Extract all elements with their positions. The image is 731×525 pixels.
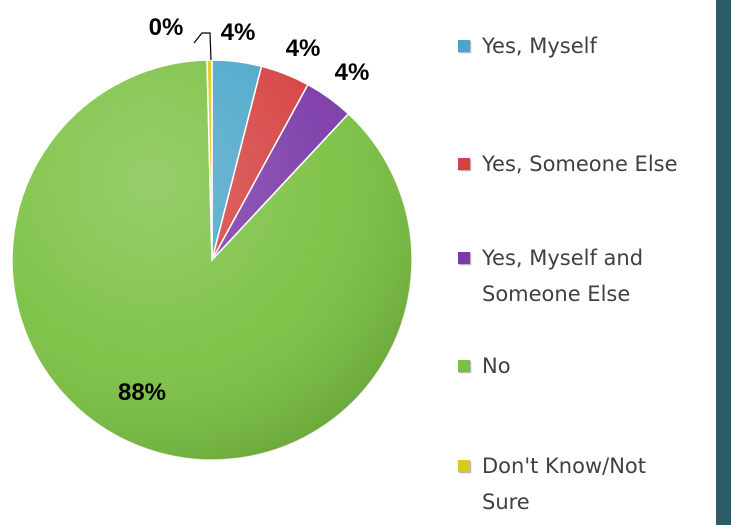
legend-label: Yes, Myself and Someone Else xyxy=(482,246,644,306)
legend-item-yes-myself: Yes, Myself xyxy=(458,28,702,64)
legend-label: Don't Know/Not Sure xyxy=(482,454,646,514)
legend-swatch xyxy=(458,158,470,170)
slice-label: 88% xyxy=(118,379,166,406)
frame-band xyxy=(716,0,731,525)
legend-item-yes-myself-and-someone-else: Yes, Myself and Someone Else xyxy=(458,240,672,312)
legend-label: Yes, Myself xyxy=(482,34,597,58)
legend-item-yes-someone-else: Yes, Someone Else xyxy=(458,146,702,182)
pie-slices xyxy=(11,59,413,461)
slice-label: 4% xyxy=(286,35,321,62)
legend-label: Yes, Someone Else xyxy=(482,152,678,176)
legend-item-no: No xyxy=(458,348,702,384)
legend-label: No xyxy=(482,354,511,378)
legend: Yes, Myself Yes, Someone Else Yes, Mysel… xyxy=(458,18,716,518)
slice-label: 0% xyxy=(149,14,184,41)
slice-label: 4% xyxy=(221,19,256,46)
slice-label: 4% xyxy=(335,59,370,86)
pie-labels: 4% 4% 4% 88% 0% xyxy=(118,14,369,406)
legend-swatch xyxy=(458,360,470,372)
leader-line xyxy=(193,32,212,61)
legend-swatch xyxy=(458,40,470,52)
legend-swatch xyxy=(458,252,470,264)
legend-swatch xyxy=(458,460,470,472)
legend-item-dont-know: Don't Know/Not Sure xyxy=(458,448,682,520)
